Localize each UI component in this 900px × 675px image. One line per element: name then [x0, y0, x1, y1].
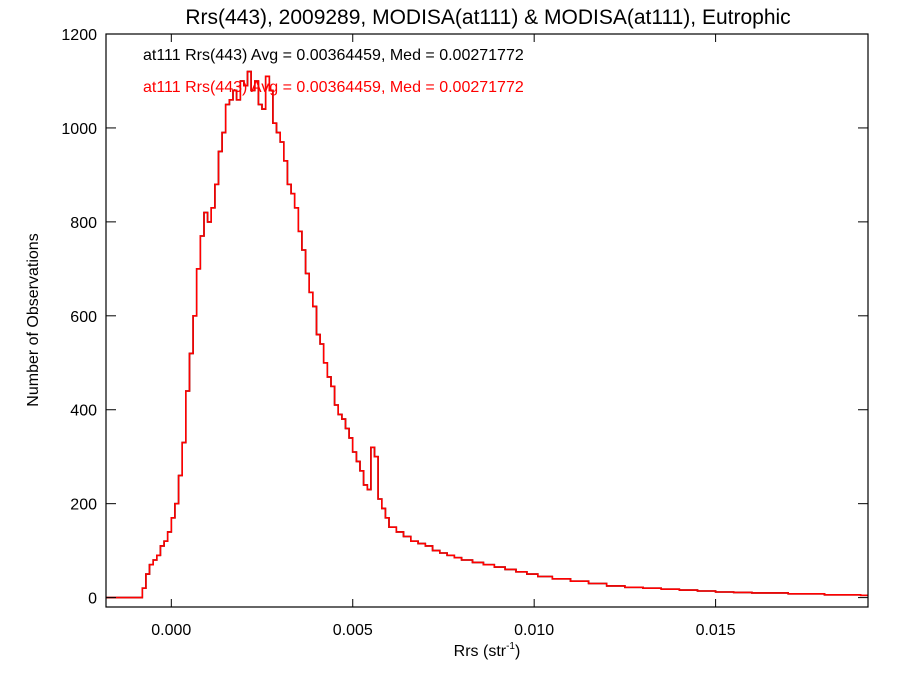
series-line-1 — [106, 70, 868, 599]
y-axis-label: Number of Observations — [25, 233, 42, 406]
legend-entry-black: at111 Rrs(443) Avg = 0.00364459, Med = 0… — [143, 47, 524, 64]
legend-entry-red: at111 Rrs(443) Avg = 0.00364459, Med = 0… — [143, 79, 524, 96]
y-tick-label-5: 1000 — [61, 121, 97, 138]
x-tick-label-1: 0.005 — [333, 622, 373, 639]
y-tick-label-6: 1200 — [61, 27, 97, 44]
x-tick-label-3: 0.015 — [696, 622, 736, 639]
x-axis-label-close: ) — [515, 643, 520, 660]
y-tick-label-4: 800 — [70, 215, 97, 232]
y-tick-label-2: 400 — [70, 403, 97, 420]
plot-frame — [105, 33, 869, 608]
y-axis: 0 200 400 600 800 1000 1200 — [61, 27, 868, 608]
series-line-0 — [106, 70, 868, 599]
x-axis: 0.000 0.005 0.010 0.015 — [151, 34, 736, 639]
y-tick-label-0: 0 — [88, 591, 97, 608]
x-tick-label-2: 0.010 — [514, 622, 554, 639]
plot-area — [106, 70, 868, 599]
x-tick-label-0: 0.000 — [151, 622, 191, 639]
x-axis-label-superscript: -1 — [506, 641, 515, 652]
y-tick-label-1: 200 — [70, 497, 97, 514]
chart-title: Rrs(443), 2009289, MODISA(at111) & MODIS… — [185, 6, 790, 29]
x-axis-label: Rrs (str-1) — [454, 641, 521, 660]
y-tick-label-3: 600 — [70, 309, 97, 326]
x-axis-label-main: Rrs (str — [454, 643, 507, 660]
